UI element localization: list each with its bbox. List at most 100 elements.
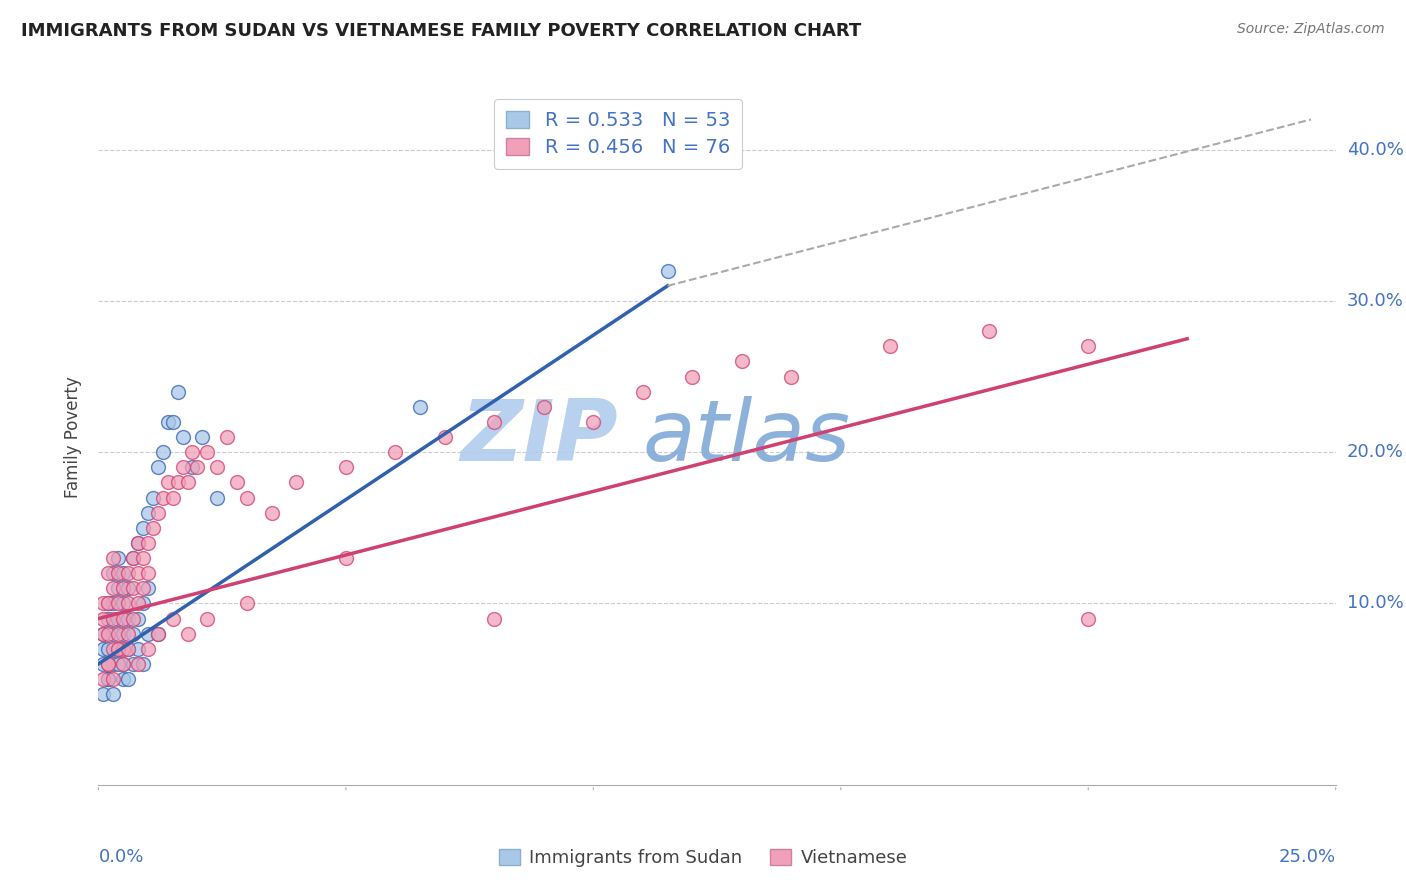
Point [97, 566, 120, 581]
Point [117, 582, 139, 596]
Point [195, 611, 218, 625]
Point [176, 475, 198, 490]
Point [156, 415, 179, 429]
Point [127, 657, 149, 671]
Point [181, 445, 204, 459]
Point [979, 324, 1001, 338]
Text: 20.0%: 20.0% [1347, 443, 1403, 461]
Point [146, 626, 169, 640]
Point [112, 626, 135, 640]
Point [205, 491, 228, 505]
Point [136, 506, 159, 520]
Point [780, 369, 803, 384]
Point [112, 611, 135, 625]
Point [172, 460, 194, 475]
Point [142, 521, 165, 535]
Point [97, 626, 120, 640]
Point [117, 672, 139, 686]
Point [191, 430, 214, 444]
Point [162, 415, 184, 429]
Y-axis label: Family Poverty: Family Poverty [65, 376, 83, 498]
Point [236, 597, 259, 611]
Point [103, 626, 125, 640]
Point [97, 641, 120, 656]
Point [97, 672, 120, 686]
Point [117, 641, 139, 656]
Point [117, 597, 139, 611]
Point [136, 536, 159, 550]
Point [162, 611, 184, 625]
Point [97, 597, 120, 611]
Text: ZIP: ZIP [460, 395, 619, 479]
Point [112, 566, 135, 581]
Point [97, 657, 120, 671]
Point [122, 551, 145, 566]
Point [103, 566, 125, 581]
Point [103, 641, 125, 656]
Text: atlas: atlas [643, 395, 851, 479]
Point [1077, 339, 1099, 353]
Point [107, 641, 129, 656]
Point [879, 339, 901, 353]
Point [236, 491, 259, 505]
Point [146, 626, 169, 640]
Point [93, 672, 115, 686]
Point [335, 460, 357, 475]
Point [103, 582, 125, 596]
Point [132, 657, 155, 671]
Point [384, 445, 406, 459]
Point [217, 430, 239, 444]
Point [112, 672, 135, 686]
Point [97, 611, 120, 625]
Point [112, 582, 135, 596]
Point [112, 641, 135, 656]
Point [93, 626, 115, 640]
Point [172, 430, 194, 444]
Point [132, 551, 155, 566]
Point [127, 536, 149, 550]
Point [103, 672, 125, 686]
Point [93, 641, 115, 656]
Point [107, 566, 129, 581]
Point [112, 657, 135, 671]
Point [122, 657, 145, 671]
Point [127, 611, 149, 625]
Point [582, 415, 605, 429]
Text: 40.0%: 40.0% [1347, 141, 1403, 159]
Point [103, 597, 125, 611]
Point [142, 491, 165, 505]
Point [136, 582, 159, 596]
Text: 0.0%: 0.0% [98, 847, 143, 865]
Point [103, 611, 125, 625]
Legend: R = 0.533   N = 53, R = 0.456   N = 76: R = 0.533 N = 53, R = 0.456 N = 76 [495, 99, 742, 169]
Point [533, 400, 555, 414]
Point [127, 641, 149, 656]
Point [152, 445, 174, 459]
Point [681, 369, 703, 384]
Text: 10.0%: 10.0% [1347, 594, 1403, 613]
Point [731, 354, 754, 368]
Point [107, 611, 129, 625]
Point [122, 626, 145, 640]
Point [146, 460, 169, 475]
Point [107, 582, 129, 596]
Point [112, 597, 135, 611]
Point [132, 597, 155, 611]
Point [117, 641, 139, 656]
Point [136, 566, 159, 581]
Point [93, 657, 115, 671]
Text: 25.0%: 25.0% [1278, 847, 1336, 865]
Point [484, 415, 506, 429]
Point [103, 551, 125, 566]
Text: IMMIGRANTS FROM SUDAN VS VIETNAMESE FAMILY POVERTY CORRELATION CHART: IMMIGRANTS FROM SUDAN VS VIETNAMESE FAMI… [21, 22, 862, 40]
Point [97, 672, 120, 686]
Point [166, 475, 188, 490]
Point [166, 384, 188, 399]
Point [107, 626, 129, 640]
Point [156, 475, 179, 490]
Point [107, 657, 129, 671]
Point [117, 566, 139, 581]
Point [97, 657, 120, 671]
Point [112, 657, 135, 671]
Point [176, 626, 198, 640]
